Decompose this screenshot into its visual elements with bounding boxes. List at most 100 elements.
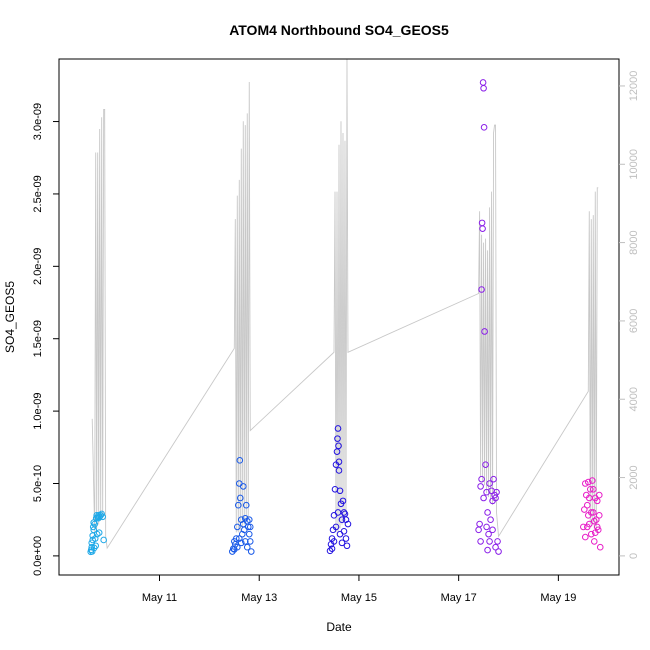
data-point: [332, 523, 340, 531]
data-point: [336, 487, 344, 495]
y-axis-label: SO4_GEOS5: [3, 281, 17, 353]
data-point: [476, 520, 483, 528]
y-axis-left: 0.0e+00 5.0e-10 1.0e-09 1.5e-09 2.0e-09 2.5e-…: [32, 103, 59, 576]
y-tick-label: 0.0e+00: [32, 536, 44, 576]
data-point: [590, 517, 598, 525]
data-point: [587, 530, 595, 538]
data-point: [246, 523, 254, 531]
chart-title: ATOM4 Northbound SO4_GEOS5: [229, 22, 449, 38]
data-point: [487, 516, 494, 523]
data-point: [231, 538, 238, 545]
data-point: [326, 547, 334, 555]
data-point: [243, 543, 251, 551]
data-point: [486, 480, 493, 487]
data-point: [335, 467, 343, 474]
data-point: [343, 542, 351, 550]
x-axis-label: Date: [326, 620, 352, 634]
data-point: [481, 328, 488, 335]
data-point: [593, 523, 601, 531]
y2-tick-label: 12000: [628, 71, 640, 102]
data-point: [583, 523, 591, 531]
data-point: [100, 536, 107, 544]
y2-tick-label: 0: [628, 553, 640, 559]
data-point: [335, 458, 343, 466]
data-point: [475, 526, 482, 534]
data-point: [244, 523, 252, 531]
data-point: [589, 485, 597, 493]
data-point: [242, 501, 250, 509]
y-tick-label: 5.0e-10: [32, 465, 44, 502]
plot-frame: [58, 58, 620, 576]
data-point: [589, 509, 597, 516]
data-point: [583, 501, 591, 509]
y-tick-label: 1.5e-09: [32, 320, 44, 357]
y2-tick-label: 6000: [628, 309, 640, 333]
data-point: [233, 543, 241, 551]
data-point: [593, 497, 601, 505]
data-point: [334, 435, 341, 442]
data-point: [91, 520, 98, 528]
data-point: [591, 529, 599, 537]
data-point: [93, 530, 101, 538]
data-point: [580, 523, 587, 531]
y-tick-label: 2.5e-09: [32, 175, 44, 212]
data-point: [88, 548, 96, 555]
data-point: [335, 442, 342, 450]
data-point: [489, 526, 496, 534]
data-point: [340, 527, 348, 535]
data-point: [483, 523, 490, 531]
data-point: [236, 457, 244, 464]
data-point: [336, 530, 344, 538]
data-point: [342, 516, 350, 523]
points-layer: [87, 79, 604, 556]
data-point: [595, 491, 603, 499]
data-point: [478, 286, 485, 293]
y2-tick-label: 10000: [628, 149, 640, 180]
data-point: [585, 494, 593, 502]
data-point: [245, 530, 253, 538]
data-point: [495, 548, 502, 555]
data-point: [233, 523, 241, 531]
data-point: [90, 519, 97, 526]
data-point: [477, 538, 484, 545]
y-tick-label: 3.0e-09: [32, 103, 44, 140]
y2-tick-label: 4000: [628, 387, 640, 411]
x-tick-label: May 13: [241, 592, 277, 604]
data-point: [485, 530, 492, 538]
x-axis: May 11 May 13 May 15 May 17 May 19: [142, 575, 576, 604]
data-point: [596, 543, 604, 551]
data-point: [584, 478, 592, 486]
data-point: [330, 538, 338, 545]
data-point: [595, 512, 603, 519]
data-point: [486, 538, 493, 545]
data-point: [493, 488, 500, 496]
data-point: [246, 538, 254, 545]
altitude-line-layer: [91, 58, 599, 550]
data-point: [590, 538, 598, 545]
data-point: [340, 509, 348, 516]
data-point: [239, 483, 247, 490]
data-point: [98, 510, 105, 518]
data-point: [480, 84, 487, 92]
data-point: [480, 124, 488, 131]
y-axis-right: 0 2000 4000 6000 8000 10000 12000: [619, 71, 640, 559]
data-point: [492, 543, 499, 551]
data-point: [234, 501, 242, 509]
data-point: [581, 506, 588, 513]
data-point: [586, 485, 594, 493]
altitude-line: [91, 58, 599, 550]
data-point: [482, 461, 489, 468]
data-point: [88, 539, 96, 547]
data-point: [484, 509, 491, 516]
data-point: [478, 219, 486, 227]
y2-tick-label: 8000: [628, 230, 640, 254]
x-tick-label: May 19: [540, 592, 576, 604]
data-point: [334, 425, 342, 432]
data-point: [592, 516, 600, 523]
data-point: [247, 548, 255, 555]
data-point: [99, 513, 106, 521]
data-point: [480, 494, 487, 502]
data-point: [478, 475, 485, 483]
data-point: [490, 475, 497, 483]
